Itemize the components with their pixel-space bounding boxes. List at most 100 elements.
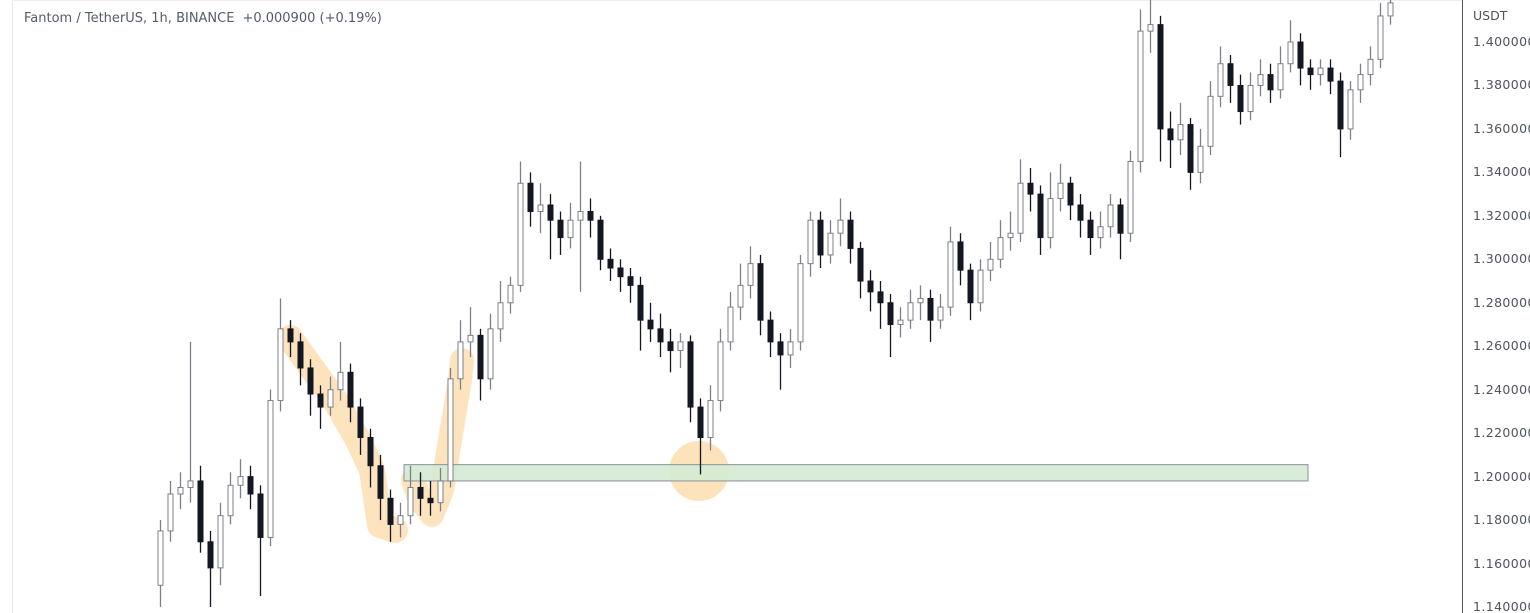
candle-up [277,298,284,412]
candle-down [1267,63,1274,103]
candle-body [667,341,674,352]
candle-up [517,161,524,292]
candle-up [177,472,184,510]
candle-up [937,294,944,329]
candle-down [687,335,694,423]
candle-body [607,258,614,269]
candle-up [1367,46,1374,86]
candle-up [1017,159,1024,242]
candle-body [337,371,344,391]
candle-body [757,263,764,321]
candle-body [347,371,354,408]
candle-down [757,254,764,336]
candle-down [1327,59,1334,95]
price-tick-label: 1.340000 [1473,164,1530,180]
candle-body [297,341,304,369]
candlestick-chart[interactable] [0,0,1462,613]
candle-body [927,297,934,321]
candle-body [157,530,164,586]
candle-down [427,480,434,516]
candle-body [1157,24,1164,130]
candle-body [567,219,574,239]
candle-up [267,389,274,547]
candle-up [327,376,334,416]
candle-up [1177,102,1184,155]
candle-body [777,341,784,356]
candle-down [657,313,664,358]
candle-body [187,480,194,488]
candle-body [987,258,994,271]
candle-body [1057,182,1064,199]
candle-up [507,276,514,314]
candle-down [287,320,294,358]
candle-body [317,393,324,408]
candle-body [827,232,834,256]
candle-body [687,341,694,408]
candle-body [1007,232,1014,239]
candle-body [1187,124,1194,173]
candle-body [527,182,534,212]
candle-body [727,306,734,343]
candle-body [977,269,984,304]
candle-up [577,161,584,292]
candle-body [277,328,284,402]
candle-down [547,194,554,260]
candle-body [327,389,334,408]
candle-down [377,454,384,521]
candle-body [217,515,224,569]
price-axis[interactable]: USDT 1.400000 1.380000 1.360000 1.340000 1.3… [1462,0,1530,613]
candle-body [1037,193,1044,239]
candle-body [557,219,564,239]
price-tick-label: 1.200000 [1473,468,1530,484]
candle-body [847,219,854,249]
candle-up [1287,20,1294,73]
candle-down [637,276,644,351]
candle-body [287,328,294,343]
candle-down [197,465,204,553]
candle-down [967,263,974,321]
candle-down [697,398,704,475]
symbol-title: Fantom / TetherUS, 1h, BINANCE [24,11,235,26]
candle-body [167,493,174,532]
chart-pane[interactable] [12,0,1462,613]
candle-body [397,515,404,525]
candle-down [857,241,864,299]
candle-up [227,472,234,525]
candle-body [1257,74,1264,86]
support-zone[interactable] [403,464,1309,482]
candle-up [997,220,1004,268]
candle-up [1247,72,1254,121]
candle-down [847,211,854,264]
candle-down [887,294,894,358]
candle-up [987,241,994,282]
candle-up [1207,81,1214,155]
candle-body [747,263,754,286]
candle-body [1087,219,1094,239]
candle-down [1067,176,1074,221]
candle-body [967,269,974,304]
candle-body [437,480,444,504]
highlight-stroke-downtrend [277,325,408,543]
candle-up [457,320,464,390]
candle-body [247,476,254,495]
candle-down [667,328,674,373]
candle-body [1067,182,1074,206]
price-tick-label: 1.400000 [1473,34,1530,49]
candle-up [397,502,404,538]
candle-up [1127,150,1134,242]
candle-down [1297,33,1304,86]
candle-up [1107,194,1114,238]
candle-body [887,302,894,325]
candle-down [357,398,364,455]
candle-body [1117,204,1124,234]
price-change: +0.000900 (+0.19%) [242,11,382,26]
candle-body [1367,58,1374,76]
candle-up [1197,128,1204,184]
candle-body [507,284,514,304]
candle-up [727,291,734,351]
candle-body [427,497,434,504]
candle-up [157,520,164,607]
candle-body [497,302,504,330]
candle-body [907,302,914,321]
candle-body [577,210,584,221]
